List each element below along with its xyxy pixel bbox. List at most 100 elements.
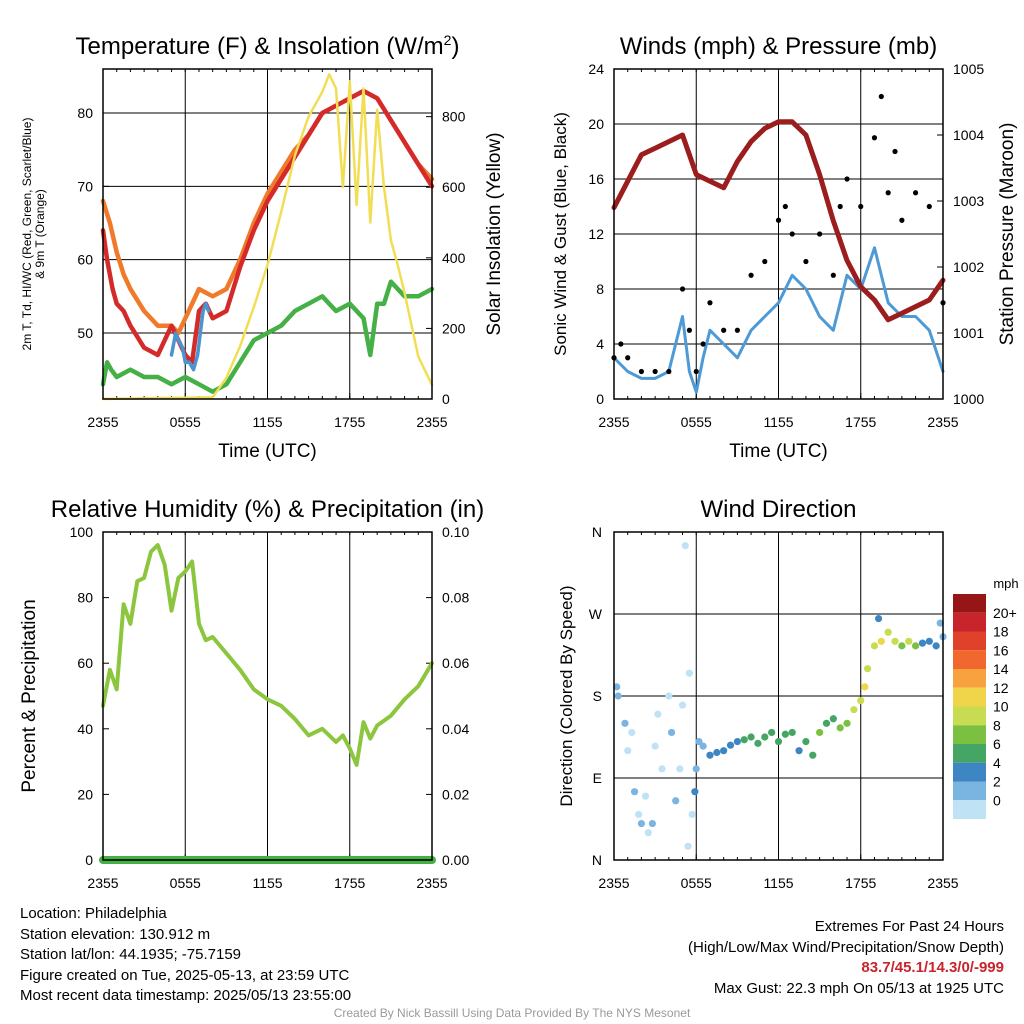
gust-point [618,341,624,347]
y2-tick-label: 0.04 [442,721,469,737]
x-tick-label: 2355 [598,875,629,891]
latlon-text: Station lat/lon: 44.1935; -75.7159 [20,946,242,963]
y2-tick-label: 1003 [953,193,984,209]
x-tick-label: 2355 [927,875,958,891]
y-tick-label: 80 [77,105,93,121]
wind-direction-point [726,741,735,749]
colorbar-label: 10 [993,699,1009,715]
x-tick-label: 2355 [927,414,958,430]
colorbar-swatch [953,762,986,782]
colorbar-swatch [953,706,986,726]
y2-tick-label: 1004 [953,127,984,143]
y2-tick-label: 0.10 [442,524,469,540]
chart-title: Relative Humidity (%) & Precipitation (i… [51,496,484,523]
wind-direction-point [884,628,892,636]
gust-point [625,355,631,361]
gust-point [837,203,843,210]
x-tick-label: 0555 [681,414,712,430]
colorbar-label: 2 [993,774,1001,790]
wind-direction-point [699,742,707,750]
x-tick-label: 1155 [763,414,793,430]
y2-tick-label: 200 [442,320,466,336]
colorbar-swatch [953,744,986,763]
y2-tick-label: 800 [442,109,466,125]
2m-td-line [100,279,435,394]
gust-point [693,368,699,375]
wind-direction-point [628,728,636,737]
colorbar-swatch [953,669,986,688]
y-tick-label: S [593,688,602,704]
wind-direction-point [665,692,673,700]
gust-point [638,368,645,375]
colorbar-swatch [953,781,986,801]
credit-line: Created By Nick Bassill Using Data Provi… [333,1006,691,1020]
wind-direction-point [877,637,885,645]
wind-direction-point [836,724,844,732]
x-axis-label: Time (UTC) [218,441,317,462]
wind-direction-point [681,542,689,550]
x-tick-label: 0555 [170,414,201,430]
y-tick-label: 0 [85,852,93,868]
y-axis-label: 2m T, Td, HI/WC (Red, Green, Scarlet/Blu… [20,118,47,351]
wind-direction-point [843,719,851,727]
x-tick-label: 1755 [845,875,876,891]
y2-tick-label: 600 [442,179,466,195]
gust-point [707,300,713,306]
wind-direction-point [905,637,913,645]
colorbar-label: 20+ [993,605,1017,621]
x-tick-label: 1155 [252,875,282,891]
gust-point [871,135,878,141]
wind-direction-point [635,810,643,819]
y-axis-label: Direction (Colored By Speed) [557,585,576,806]
y2-tick-label: 0.00 [442,852,469,868]
max-gust-text: Max Gust: 22.3 mph On 05/13 at 1925 UTC [713,979,1004,997]
y-tick-label: W [589,606,603,622]
y-tick-label: 20 [588,116,604,132]
wind-direction-point [713,748,721,757]
y2-tick-label: 0.08 [442,590,469,606]
wind-direction-point [651,742,659,750]
gust-point [782,203,788,210]
y2-axis-label: Station Pressure (Maroon) [997,123,1018,346]
gust-point [912,190,919,196]
wind-direction-point [850,706,858,714]
station-pressure-line [611,119,946,323]
gust-point [762,258,768,265]
x-tick-label: 1155 [252,414,282,430]
x-tick-label: 0555 [681,875,712,891]
chart-title: Wind Direction [700,496,856,523]
wind-direction-point [644,829,652,837]
sonic-wind-line [612,246,945,394]
gust-point [652,368,658,375]
x-tick-label: 1755 [845,414,876,430]
gust-point [775,217,782,223]
plot-frame [102,531,433,861]
wind-direction-panel: Wind Direction N E S W N 2355 0555 1155 1755 2355 D… [557,496,1019,891]
wind-direction-point [911,642,920,650]
gust-point [666,368,672,375]
x-tick-label: 2355 [87,875,118,891]
wind-direction-point [816,728,824,737]
wind-direction-point [918,639,927,647]
colorbar-swatch [953,612,986,632]
wind-direction-point [667,728,676,737]
plot-frame [613,531,944,861]
y-tick-label: 40 [77,721,93,737]
wind-direction-point [658,765,666,773]
wind-direction-point [898,642,906,650]
recent-data-text: Most recent data timestamp: 2025/05/13 2… [20,987,352,1004]
colorbar-label: 16 [993,642,1009,658]
colorbar-swatch [953,800,986,819]
y-tick-label: N [592,524,602,540]
wind-direction-point [691,788,699,796]
wind-direction-point [685,669,693,677]
wind-direction-point [822,719,831,727]
y-tick-label: 0 [596,391,604,407]
y-tick-label: 60 [77,252,93,268]
gust-point [748,272,754,278]
y-tick-label: 70 [77,178,93,194]
gust-point [892,148,898,155]
y2-tick-label: 1005 [953,61,984,77]
colorbar-swatch [953,650,986,669]
